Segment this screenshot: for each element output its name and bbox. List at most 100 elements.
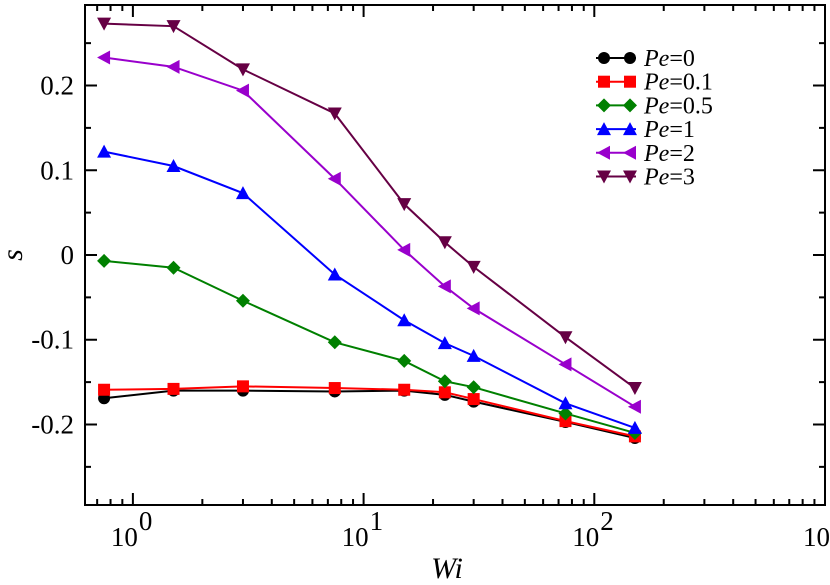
data-point — [235, 293, 250, 308]
y-tick-label: 0 — [61, 240, 75, 270]
data-point — [397, 353, 412, 368]
legend-entry: Pe=3 — [596, 165, 695, 191]
data-point — [466, 301, 480, 316]
data-point — [328, 382, 341, 395]
legend-label: Pe=2 — [643, 141, 695, 167]
x-tick-label: 101 — [342, 506, 384, 552]
data-point — [327, 335, 342, 350]
x-tick-exponent: 1 — [370, 506, 384, 536]
data-point — [167, 382, 180, 395]
data-point — [97, 50, 111, 65]
plot-frame — [84, 4, 826, 506]
legend-entry: Pe=2 — [596, 141, 695, 167]
x-tick-exponent: 2 — [600, 506, 614, 536]
legend-marker — [623, 98, 637, 113]
x-tick-label: 102 — [572, 506, 614, 552]
data-point — [558, 331, 573, 345]
data-point — [235, 63, 250, 77]
data-point — [627, 382, 642, 396]
x-tick-labels: 100101102103 — [111, 506, 830, 552]
legend-marker — [597, 170, 611, 184]
data-point — [438, 386, 451, 399]
series-line — [104, 22, 636, 389]
data-point — [235, 186, 250, 200]
data-point — [467, 393, 480, 406]
x-tick-base: 10 — [111, 522, 138, 552]
x-axis-label: Wi — [431, 552, 463, 585]
data-point — [397, 242, 411, 257]
data-point — [97, 144, 112, 158]
legend-marker — [624, 75, 636, 88]
data-point — [235, 83, 249, 98]
data-point — [397, 313, 412, 327]
legend-marker — [598, 52, 610, 64]
y-tick-label: 0.2 — [40, 71, 74, 101]
data-point — [627, 399, 641, 414]
data-point — [97, 253, 112, 268]
legend-entry: Pe=1 — [596, 117, 695, 143]
data-point — [397, 198, 412, 212]
data-point — [558, 357, 572, 372]
series-4 — [97, 50, 641, 414]
data-point — [437, 374, 452, 389]
series-layer — [97, 17, 642, 445]
y-axis-label: s — [0, 249, 29, 261]
legend-label: Pe=0.5 — [643, 93, 713, 119]
legend-marker — [598, 75, 610, 88]
series-3 — [97, 144, 642, 434]
data-point — [236, 380, 249, 393]
axis-ticks — [85, 5, 826, 505]
legend-label: Pe=0 — [643, 46, 695, 72]
y-tick-labels: 0.2 0.1 0 -0.1 -0.2 — [31, 71, 74, 440]
legend-marker — [623, 170, 637, 184]
y-tick-label: -0.2 — [31, 409, 74, 439]
data-point — [437, 236, 452, 250]
legend-marker — [597, 145, 610, 160]
data-point — [466, 380, 481, 395]
data-point — [559, 415, 572, 428]
legend-label: Pe=0.1 — [643, 70, 713, 96]
legend-marker — [597, 122, 611, 136]
legend-label: Pe=1 — [643, 117, 695, 143]
data-point — [97, 17, 112, 31]
x-tick-label: 103 — [803, 522, 830, 552]
series-line — [103, 259, 636, 434]
series-2 — [97, 253, 642, 440]
x-tick-base: 10 — [342, 522, 369, 552]
legend: Pe=0Pe=0.1Pe=0.5Pe=1Pe=2Pe=3 — [596, 46, 713, 191]
legend-entry: Pe=0 — [596, 46, 695, 72]
data-point — [166, 159, 181, 173]
x-tick-base: 10 — [572, 522, 599, 552]
x-tick-label: 100 — [111, 506, 153, 552]
data-point — [558, 396, 573, 410]
legend-marker — [624, 52, 636, 64]
series-line — [103, 150, 636, 429]
data-point — [437, 279, 451, 294]
legend-entry: Pe=0.1 — [596, 70, 713, 96]
data-point — [327, 107, 342, 121]
data-point — [98, 383, 111, 396]
legend-entry: Pe=0.5 — [596, 93, 713, 119]
data-point — [437, 336, 452, 350]
data-point — [558, 406, 573, 421]
x-tick-base: 10 — [803, 522, 830, 552]
data-point — [166, 260, 181, 275]
data-point — [327, 267, 342, 281]
data-point — [166, 20, 181, 34]
data-point — [466, 348, 481, 362]
y-tick-label: 0.1 — [40, 155, 74, 185]
x-tick-exponent: 0 — [139, 506, 153, 536]
data-point — [398, 383, 411, 396]
data-point — [327, 171, 341, 186]
legend-label: Pe=3 — [643, 165, 695, 191]
legend-marker — [623, 122, 637, 136]
series-line — [103, 56, 636, 408]
legend-marker — [623, 145, 636, 160]
series-5 — [97, 17, 642, 396]
data-point — [166, 59, 180, 74]
data-point — [466, 260, 481, 274]
y-tick-label: -0.1 — [31, 325, 74, 355]
data-point — [627, 420, 642, 434]
legend-marker — [597, 98, 611, 113]
